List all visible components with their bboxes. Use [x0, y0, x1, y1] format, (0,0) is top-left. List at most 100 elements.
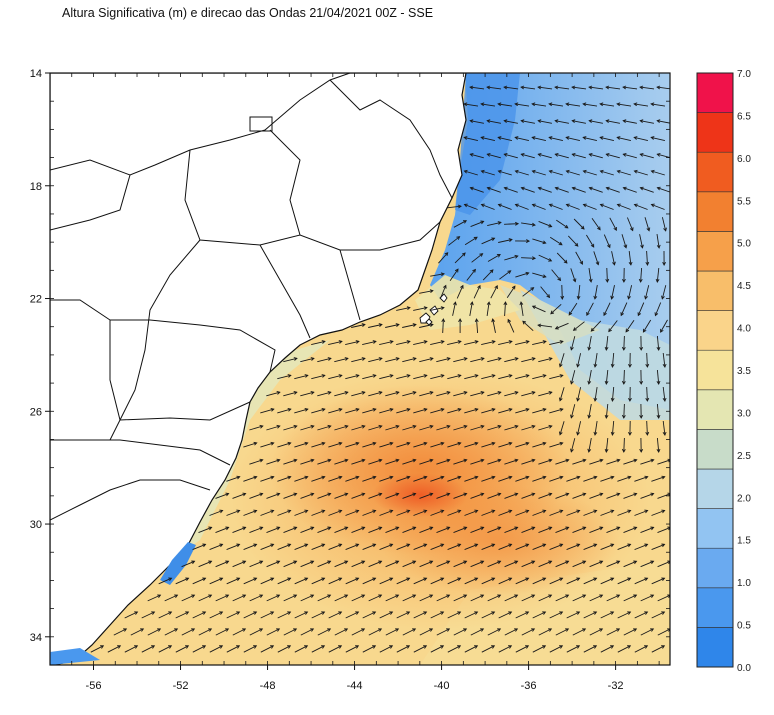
direction-arrow	[570, 268, 576, 282]
direction-arrow	[345, 476, 359, 482]
direction-arrowhead	[582, 492, 587, 497]
direction-arrow	[334, 459, 348, 465]
direction-arrowhead	[514, 424, 519, 429]
direction-arrowhead	[287, 475, 292, 480]
direction-arrowhead	[582, 458, 587, 463]
direction-arrowhead	[219, 577, 224, 581]
direction-arrowhead	[548, 458, 553, 463]
direction-arrowhead	[623, 244, 628, 249]
direction-arrow	[396, 476, 410, 482]
direction-arrowhead	[650, 458, 655, 463]
direction-arrow	[300, 493, 314, 499]
direction-arrowhead	[599, 102, 604, 107]
direction-arrow	[591, 218, 601, 230]
direction-arrowhead	[389, 645, 394, 649]
direction-arrow	[430, 273, 445, 277]
direction-arrow	[419, 628, 433, 636]
colorbar-swatch	[696, 310, 734, 351]
direction-arrowhead	[633, 169, 638, 174]
direction-arrowhead	[542, 441, 547, 446]
direction-arrow	[439, 285, 447, 299]
direction-arrow	[481, 442, 495, 448]
direction-arrowhead	[446, 424, 451, 429]
direction-arrowhead	[321, 374, 326, 378]
direction-arrow	[277, 543, 291, 551]
direction-arrowhead	[474, 645, 479, 649]
direction-arrow	[362, 442, 376, 448]
direction-arrowhead	[542, 274, 547, 279]
direction-arrowhead	[440, 340, 445, 344]
direction-arrowhead	[650, 526, 655, 531]
direction-arrowhead	[276, 424, 281, 429]
direction-arrowhead	[514, 203, 519, 208]
direction-arrow	[300, 526, 314, 534]
direction-arrow	[521, 628, 535, 636]
direction-arrow	[328, 543, 342, 551]
direction-arrow	[430, 476, 444, 482]
direction-arrowhead	[412, 390, 417, 395]
direction-arrow	[385, 526, 399, 534]
direction-arrow	[192, 611, 206, 619]
direction-arrow	[623, 335, 625, 351]
direction-arrow	[430, 577, 444, 585]
direction-arrowhead	[406, 475, 411, 480]
direction-arrowhead	[633, 560, 638, 565]
direction-arrow	[644, 285, 650, 299]
direction-arrow	[623, 187, 637, 193]
direction-arrow	[588, 404, 592, 418]
direction-arrow	[572, 526, 586, 534]
direction-arrowhead	[440, 543, 445, 548]
direction-arrow	[498, 136, 513, 142]
direction-arrow	[402, 526, 416, 534]
direction-arrowhead	[491, 577, 496, 581]
direction-arrow	[487, 425, 501, 431]
direction-arrow	[532, 103, 547, 107]
colorbar-swatch	[696, 270, 734, 311]
direction-arrowhead	[344, 390, 349, 395]
direction-arrowhead	[474, 374, 479, 378]
direction-arrowhead	[253, 441, 258, 446]
direction-arrowhead	[644, 509, 649, 514]
direction-arrow	[447, 374, 461, 380]
direction-arrowhead	[463, 594, 468, 598]
direction-arrowhead	[576, 509, 581, 514]
direction-arrowhead	[508, 577, 513, 581]
direction-arrowhead	[327, 458, 332, 463]
direction-arrowhead	[554, 152, 559, 157]
direction-arrow	[311, 374, 325, 380]
direction-arrow	[600, 510, 614, 516]
direction-arrow	[385, 391, 399, 397]
direction-arrow	[334, 493, 348, 499]
direction-arrowhead	[574, 242, 579, 247]
direction-arrowhead	[542, 475, 547, 480]
direction-arrow	[317, 493, 331, 499]
direction-arrow	[243, 543, 257, 551]
direction-arrow	[538, 560, 552, 568]
direction-arrow	[141, 645, 155, 653]
direction-arrowhead	[497, 424, 502, 429]
direction-arrowhead	[508, 475, 513, 480]
direction-arrowhead	[480, 526, 485, 531]
direction-arrowhead	[494, 284, 498, 290]
direction-arrowhead	[270, 509, 275, 514]
direction-arrow	[600, 645, 614, 653]
direction-arrow	[657, 628, 670, 636]
direction-arrow	[300, 560, 314, 568]
direction-arrow	[470, 526, 484, 534]
direction-arrow	[141, 611, 155, 619]
lat-tick-label: 18	[30, 181, 42, 193]
direction-arrow	[606, 120, 620, 124]
direction-arrowhead	[507, 318, 512, 323]
direction-arrowhead	[310, 628, 315, 632]
direction-arrowhead	[491, 237, 496, 241]
direction-arrowhead	[503, 119, 508, 124]
direction-arrow	[419, 357, 434, 363]
direction-arrowhead	[446, 357, 451, 361]
direction-arrow	[549, 543, 563, 551]
direction-arrowhead	[412, 458, 417, 463]
direction-arrowhead	[565, 203, 570, 208]
direction-arrowhead	[576, 577, 581, 581]
direction-arrowhead	[157, 628, 162, 632]
direction-arrowhead	[242, 594, 247, 598]
direction-arrowhead	[560, 295, 565, 300]
